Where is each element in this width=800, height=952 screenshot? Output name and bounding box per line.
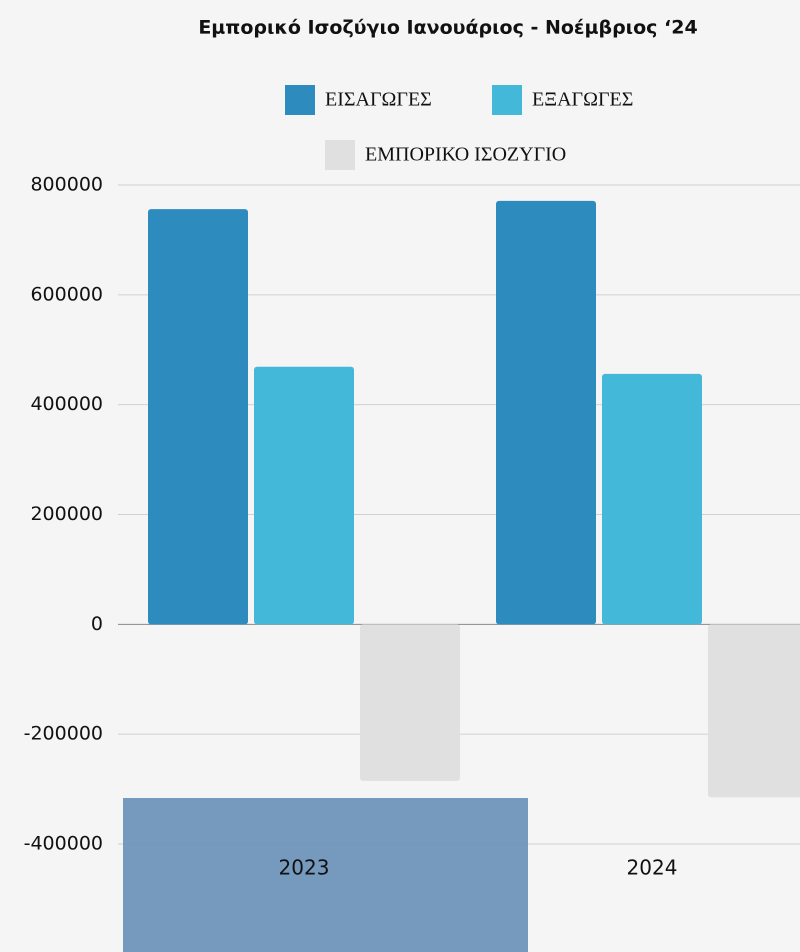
legend-swatch <box>285 85 315 115</box>
legend-swatch <box>325 140 355 170</box>
legend-label: ΕΜΠΟΡΙΚΟ ΙΣΟΖΥΓΙΟ <box>365 144 566 166</box>
bar <box>148 209 248 625</box>
chart-title: Εμπορικό Ισοζύγιο Ιανουάριος - Νοέμβριος… <box>198 17 697 39</box>
bar <box>602 373 702 625</box>
legend-swatch <box>492 85 522 115</box>
y-tick-label: 600000 <box>30 283 103 305</box>
y-tick-label: -400000 <box>24 833 103 855</box>
y-tick-label: 400000 <box>30 393 103 415</box>
bar <box>254 366 354 625</box>
y-tick-label: 0 <box>91 613 103 635</box>
bar <box>496 200 596 625</box>
legend-label: ΕΙΣΑΓΩΓΕΣ <box>325 89 432 111</box>
x-tick-label: 2023 <box>279 856 330 880</box>
y-tick-label: 200000 <box>30 503 103 525</box>
legend-label: ΕΞΑΓΩΓΕΣ <box>532 89 633 111</box>
y-tick-label: 800000 <box>30 174 103 196</box>
bar <box>708 624 800 798</box>
bar <box>360 624 460 781</box>
x-tick-label: 2024 <box>627 856 678 880</box>
y-tick-label: -200000 <box>24 723 103 745</box>
selection-overlay[interactable] <box>123 798 528 952</box>
